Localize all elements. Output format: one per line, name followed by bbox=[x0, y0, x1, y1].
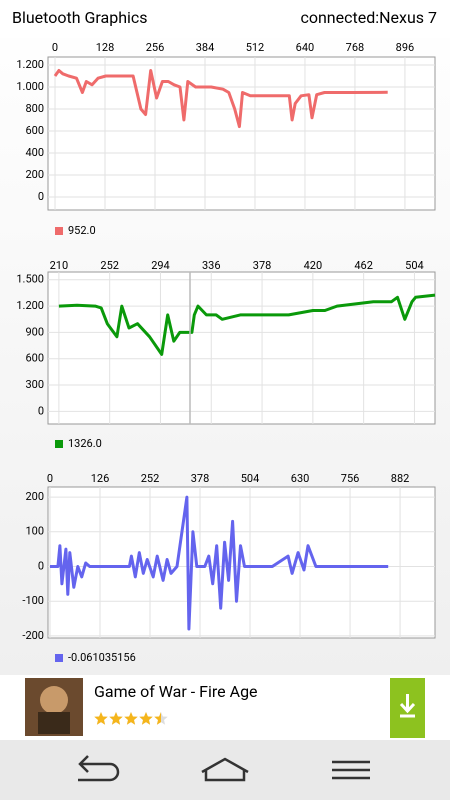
y-tick-label: 0 bbox=[38, 404, 44, 417]
y-tick-label: 0 bbox=[38, 559, 44, 572]
y-tick-label: 1.500 bbox=[16, 273, 44, 286]
star bbox=[94, 712, 108, 725]
y-tick-label: 600 bbox=[25, 124, 44, 137]
legend-label: 1326.0 bbox=[68, 437, 102, 450]
x-tick-label: 896 bbox=[396, 41, 415, 54]
y-tick-label: 1.000 bbox=[16, 80, 44, 93]
ad-rating bbox=[94, 712, 168, 725]
data-line bbox=[53, 69, 388, 129]
nav-bar bbox=[0, 740, 450, 800]
y-tick-label: 900 bbox=[25, 325, 44, 338]
menu-button[interactable] bbox=[332, 760, 370, 780]
y-tick-label: 200 bbox=[25, 168, 44, 181]
legend-swatch bbox=[55, 227, 63, 235]
x-tick-label: 210 bbox=[50, 259, 69, 272]
y-tick-label: 1.200 bbox=[16, 58, 44, 71]
x-tick-label: 0 bbox=[52, 41, 58, 54]
x-tick-label: 252 bbox=[141, 472, 160, 485]
x-tick-label: 126 bbox=[91, 472, 110, 485]
legend-label: 952.0 bbox=[68, 224, 96, 237]
app-title: Bluetooth Graphics bbox=[12, 8, 148, 27]
x-tick-label: 504 bbox=[405, 259, 424, 272]
plot-area bbox=[47, 271, 436, 425]
x-tick-label: 768 bbox=[346, 41, 365, 54]
y-tick-label: 400 bbox=[25, 146, 44, 159]
x-tick-label: 336 bbox=[202, 259, 221, 272]
y-tick-label: 800 bbox=[25, 102, 44, 115]
x-tick-label: 630 bbox=[291, 472, 310, 485]
y-tick-label: -200 bbox=[22, 629, 44, 642]
x-tick-label: 252 bbox=[100, 259, 119, 272]
x-tick-label: 378 bbox=[253, 259, 272, 272]
ad-title[interactable]: Game of War - Fire Age bbox=[94, 682, 258, 701]
y-tick-label: 1.200 bbox=[16, 299, 44, 312]
data-line bbox=[50, 495, 389, 631]
ad-icon-body bbox=[38, 712, 70, 734]
charts: 0 128 256 384 512 640 768 89602004006008001.000… bbox=[16, 41, 436, 664]
back-button[interactable] bbox=[78, 755, 120, 782]
star bbox=[109, 712, 123, 725]
y-tick-label: 0 bbox=[38, 190, 44, 203]
x-tick-label: 640 bbox=[296, 41, 315, 54]
x-tick-label: 420 bbox=[304, 259, 323, 272]
y-tick-label: 100 bbox=[25, 525, 44, 538]
x-tick-label: 384 bbox=[196, 41, 215, 54]
x-tick-label: 462 bbox=[354, 259, 373, 272]
y-tick-label: -100 bbox=[22, 594, 44, 607]
app-bar bbox=[0, 0, 450, 38]
home-button[interactable] bbox=[201, 757, 249, 782]
star bbox=[154, 712, 161, 725]
x-tick-label: 256 bbox=[146, 41, 165, 54]
star bbox=[139, 712, 153, 725]
plot-area bbox=[47, 486, 436, 639]
data-line bbox=[58, 293, 436, 356]
legend-label: -0.061035156 bbox=[68, 651, 136, 664]
x-tick-label: 756 bbox=[341, 472, 360, 485]
star bbox=[124, 712, 138, 725]
plot-area bbox=[47, 56, 436, 211]
x-tick-label: 294 bbox=[151, 259, 170, 272]
y-tick-label: 200 bbox=[25, 490, 44, 503]
download-icon bbox=[399, 694, 416, 718]
x-tick-label: 0 bbox=[47, 472, 53, 485]
x-tick-label: 378 bbox=[191, 472, 210, 485]
x-tick-label: 512 bbox=[246, 41, 265, 54]
x-tick-label: 882 bbox=[391, 472, 410, 485]
ad-icon-face bbox=[40, 686, 68, 714]
x-tick-label: 504 bbox=[241, 472, 260, 485]
legend-swatch bbox=[55, 654, 63, 662]
legend-swatch bbox=[55, 440, 63, 448]
x-tick-label: 128 bbox=[96, 41, 115, 54]
y-tick-label: 300 bbox=[25, 378, 44, 391]
y-tick-label: 600 bbox=[25, 352, 44, 365]
connection-status: connected:Nexus 7 bbox=[300, 8, 437, 27]
